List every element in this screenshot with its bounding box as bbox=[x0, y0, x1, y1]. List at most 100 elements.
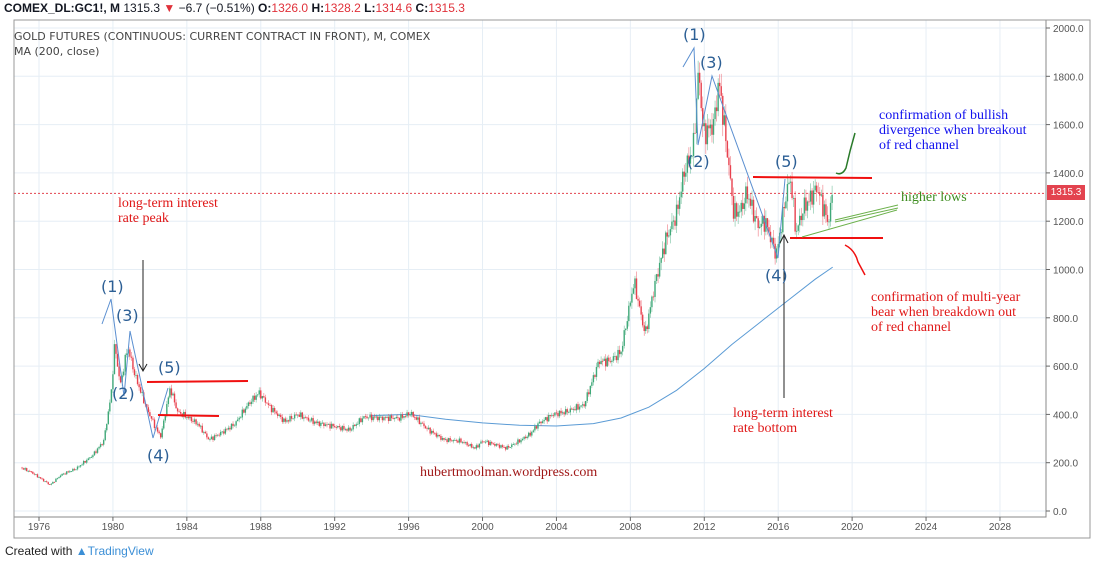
candle bbox=[646, 326, 648, 329]
y-tick-label: 1000.0 bbox=[1053, 266, 1084, 277]
candle bbox=[133, 369, 136, 376]
candle bbox=[500, 445, 502, 448]
candle bbox=[326, 424, 328, 426]
candle bbox=[434, 432, 436, 434]
candle bbox=[414, 416, 416, 418]
candle bbox=[586, 392, 588, 401]
candle bbox=[697, 72, 699, 99]
candle bbox=[826, 214, 829, 222]
candle bbox=[484, 441, 487, 443]
candle bbox=[98, 446, 100, 449]
candle bbox=[216, 434, 219, 436]
candle bbox=[201, 425, 203, 433]
higher-lows-arrow-1b bbox=[834, 207, 899, 223]
candle bbox=[129, 349, 131, 357]
candle bbox=[748, 198, 750, 200]
candle bbox=[481, 441, 484, 443]
candle bbox=[486, 440, 488, 442]
candle bbox=[735, 203, 738, 217]
candle bbox=[210, 436, 213, 440]
candle bbox=[528, 432, 530, 437]
candle bbox=[215, 435, 217, 437]
rate-peak-note: long-term interest rate peak bbox=[118, 196, 218, 226]
candle bbox=[571, 408, 573, 410]
x-tick-label: 2024 bbox=[915, 522, 938, 533]
candle bbox=[150, 416, 153, 419]
candle bbox=[725, 115, 727, 142]
candle bbox=[277, 413, 279, 416]
candle bbox=[535, 426, 538, 429]
candle bbox=[315, 421, 317, 423]
candle bbox=[340, 427, 342, 431]
candle bbox=[829, 202, 832, 222]
candle bbox=[341, 426, 344, 431]
candle bbox=[487, 440, 490, 446]
candle bbox=[300, 412, 302, 417]
candle bbox=[124, 354, 126, 372]
candle bbox=[803, 197, 806, 214]
candle bbox=[739, 211, 741, 213]
candle bbox=[87, 458, 89, 461]
candle bbox=[189, 416, 191, 419]
candle bbox=[386, 416, 388, 418]
candle bbox=[290, 416, 293, 419]
candle bbox=[278, 414, 280, 416]
candle bbox=[92, 455, 94, 458]
candle bbox=[361, 418, 364, 423]
x-tick-label: 2004 bbox=[545, 522, 568, 533]
candle bbox=[792, 197, 795, 199]
candle bbox=[186, 417, 188, 418]
candle bbox=[169, 388, 171, 398]
higher-lows-arrow-1 bbox=[834, 204, 899, 221]
created-with-label: Created with bbox=[5, 544, 73, 558]
candle bbox=[617, 349, 619, 361]
candle bbox=[489, 442, 491, 446]
candle bbox=[734, 203, 736, 219]
candle bbox=[321, 422, 324, 424]
candle bbox=[323, 422, 325, 427]
candle bbox=[273, 408, 276, 412]
candle bbox=[403, 416, 405, 418]
candle bbox=[443, 437, 445, 440]
indicator-label[interactable]: MA (200, close) bbox=[14, 45, 100, 58]
candle bbox=[429, 427, 431, 434]
candle bbox=[828, 221, 830, 223]
candle bbox=[766, 218, 769, 228]
candle bbox=[675, 204, 678, 226]
candle bbox=[538, 421, 541, 424]
candle bbox=[102, 440, 105, 445]
candle bbox=[175, 402, 177, 409]
candle bbox=[75, 469, 77, 471]
candle bbox=[780, 232, 782, 234]
candle bbox=[286, 420, 288, 422]
candle bbox=[258, 390, 260, 395]
candle bbox=[700, 82, 702, 109]
high-value: 1328.2 bbox=[324, 1, 361, 15]
candle bbox=[221, 431, 223, 433]
candle bbox=[275, 411, 277, 414]
candle bbox=[615, 356, 618, 361]
candle bbox=[52, 481, 54, 484]
candle bbox=[324, 424, 327, 427]
candle bbox=[76, 466, 79, 470]
low-label: L: bbox=[364, 1, 376, 15]
candle bbox=[771, 237, 773, 243]
candle bbox=[592, 375, 595, 383]
wave-label-3-right: (3) bbox=[700, 53, 723, 72]
candle bbox=[164, 416, 166, 421]
tradingview-link[interactable]: TradingView bbox=[87, 544, 154, 558]
candle bbox=[598, 361, 601, 365]
candle bbox=[451, 440, 453, 442]
candle bbox=[591, 382, 593, 386]
candle bbox=[244, 408, 247, 413]
candle bbox=[204, 431, 207, 434]
wave-line-left bbox=[101, 298, 169, 439]
candle bbox=[372, 416, 374, 421]
wave-label-2-left: (2) bbox=[112, 384, 135, 403]
symbol-header: COMEX_DL:GC1!, M 1315.3 ▼ −6.7 (−0.51%) … bbox=[4, 1, 465, 15]
candle bbox=[269, 404, 271, 406]
candle bbox=[777, 244, 779, 249]
candle bbox=[213, 435, 216, 441]
candle bbox=[754, 216, 756, 222]
